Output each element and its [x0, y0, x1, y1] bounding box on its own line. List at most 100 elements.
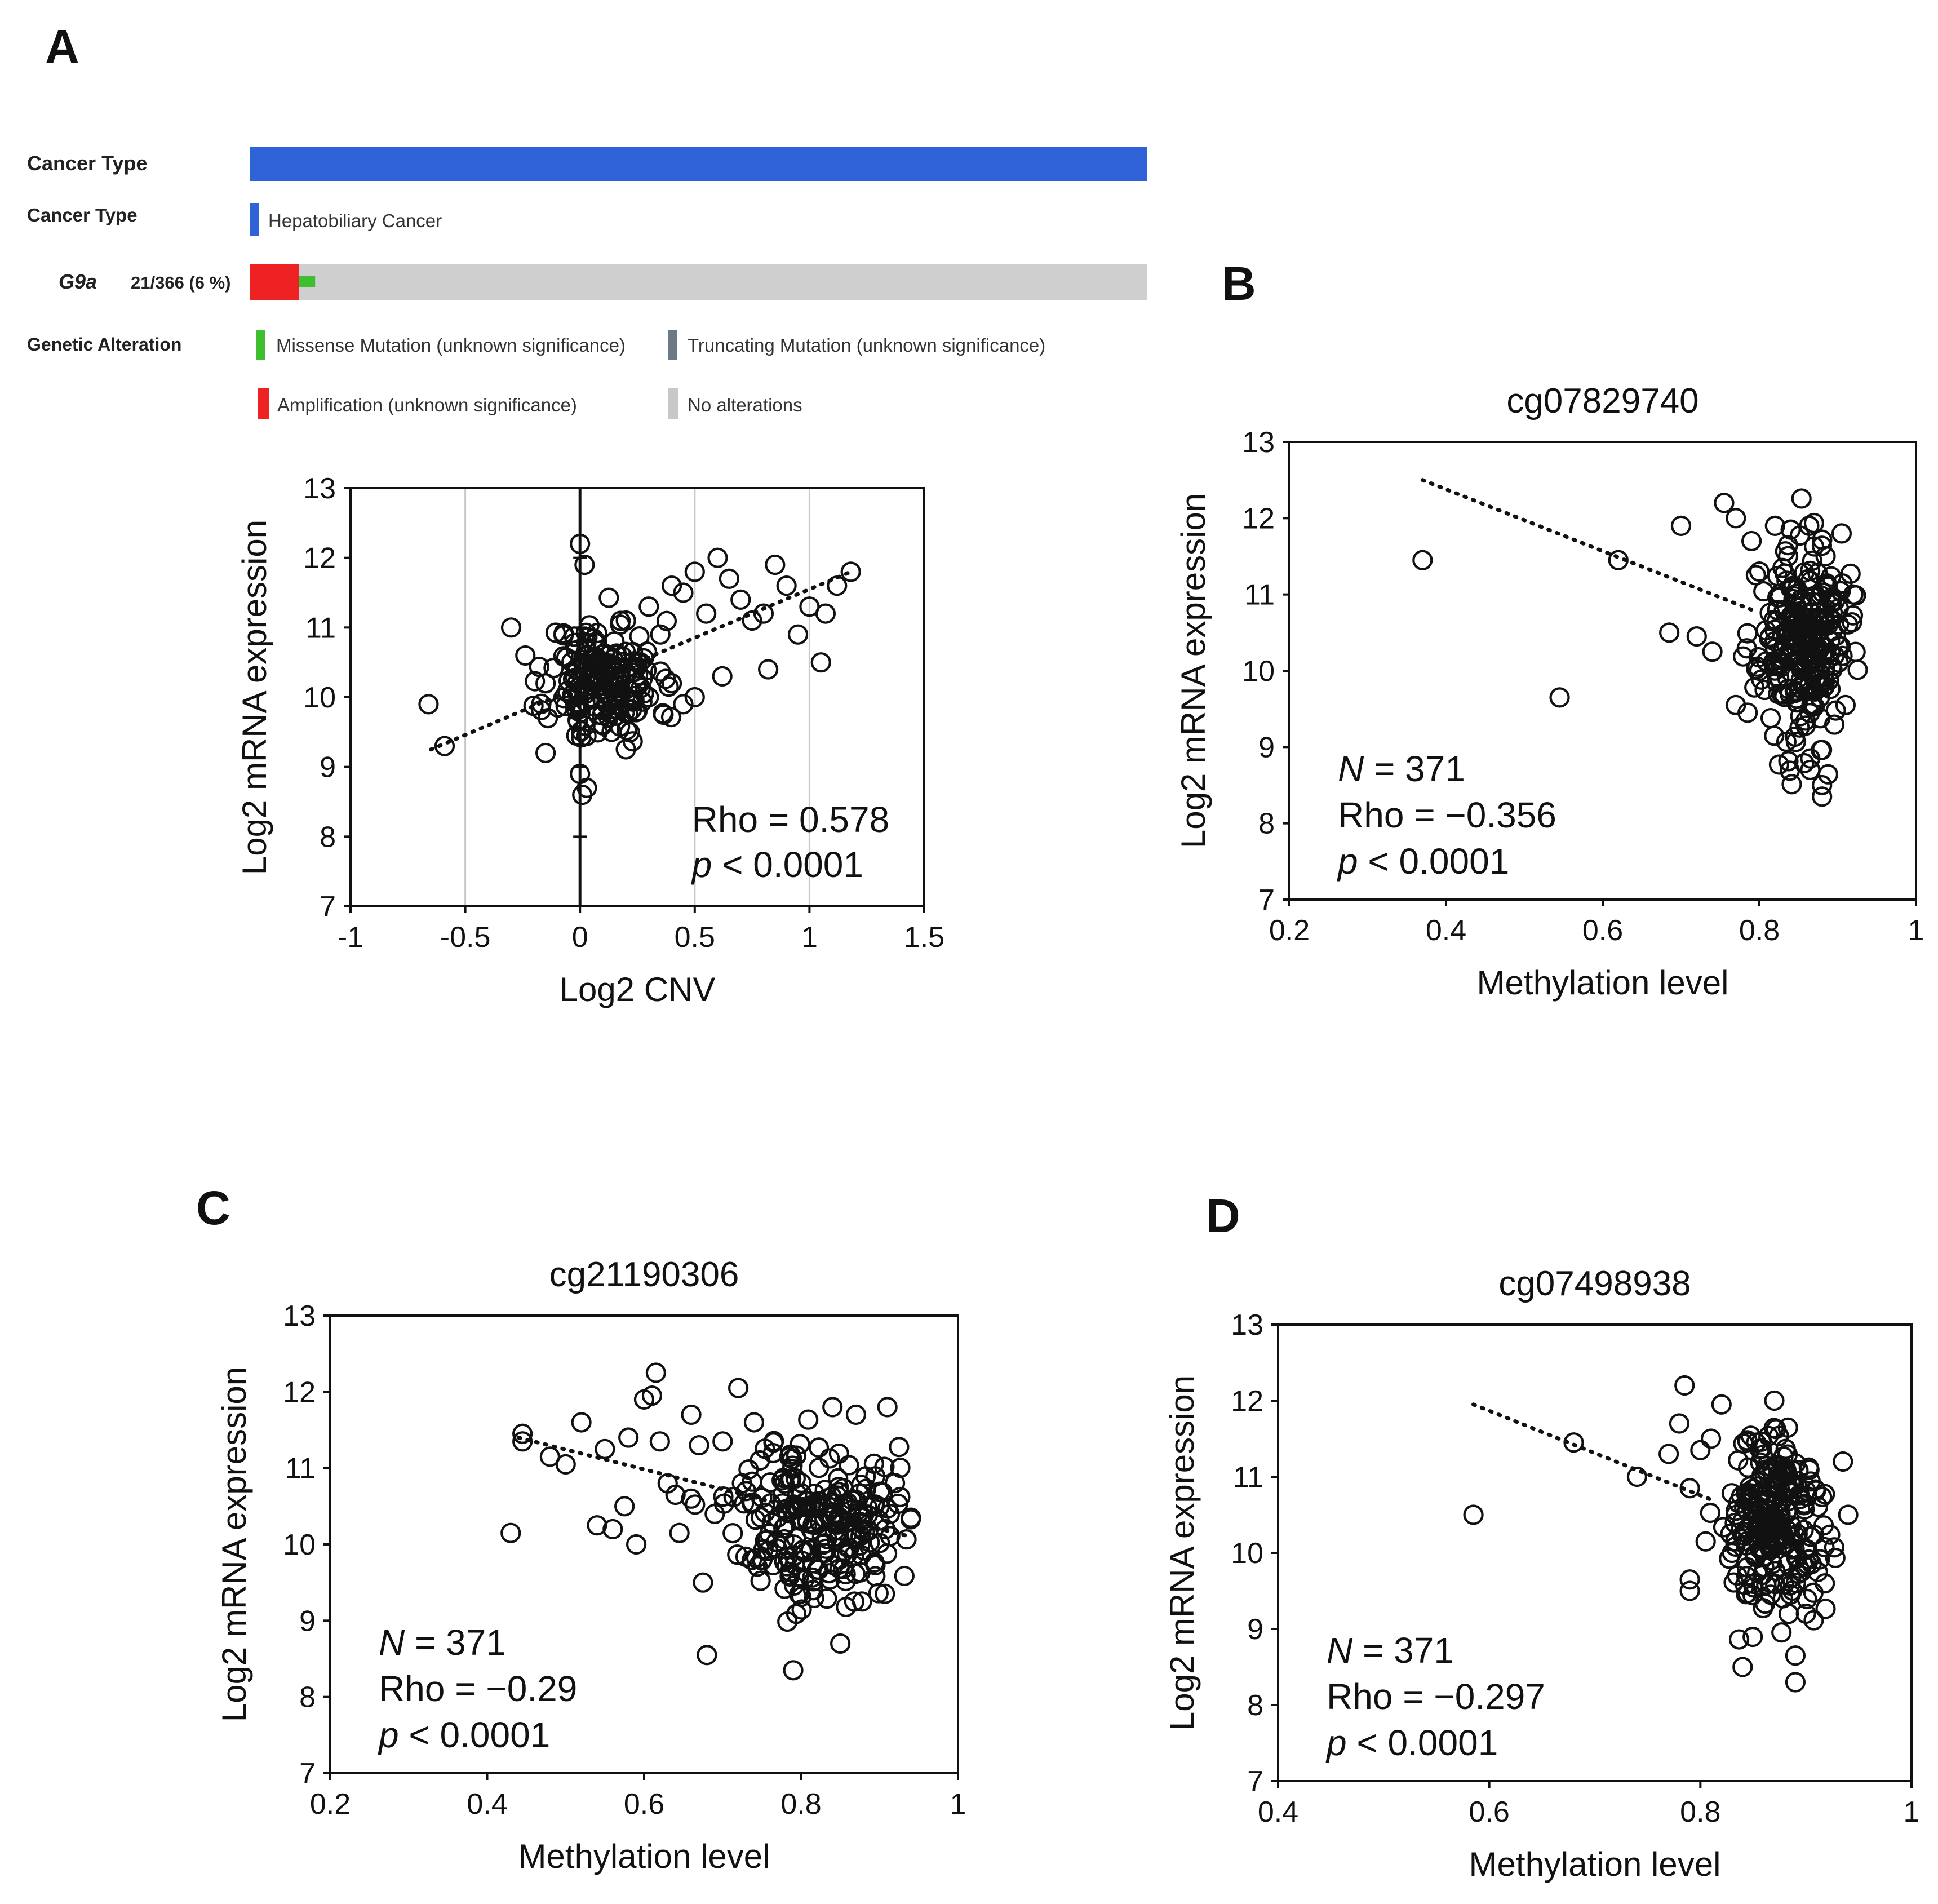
- y-tick-label: 11: [305, 612, 336, 644]
- data-point: [638, 596, 659, 617]
- data-point: [1787, 1524, 1808, 1544]
- data-point: [1802, 696, 1822, 717]
- data-point: [1760, 707, 1781, 729]
- legend-truncating-label: Truncating Mutation (unknown significanc…: [688, 335, 1045, 356]
- data-point: [661, 673, 682, 694]
- data-point: [531, 693, 552, 714]
- data-point: [713, 1486, 734, 1507]
- data-point: [828, 1443, 850, 1464]
- data-point: [829, 1526, 850, 1547]
- data-point: [1726, 508, 1746, 529]
- stat-n: N = 371: [1338, 749, 1465, 789]
- data-point: [1714, 493, 1735, 513]
- data-point: [828, 1476, 849, 1498]
- data-point: [742, 610, 762, 631]
- data-point: [626, 1534, 647, 1555]
- data-point: [713, 1493, 734, 1514]
- data-point: [1832, 645, 1853, 666]
- legend-missense: Missense Mutation (unknown significance): [256, 330, 626, 360]
- data-point: [1725, 1536, 1746, 1557]
- y-tick-label: 13: [1242, 426, 1275, 459]
- x-tick-label: 0.6: [1469, 1796, 1510, 1828]
- data-point: [900, 1509, 921, 1530]
- panel-label-d: D: [1206, 1189, 1240, 1242]
- data-point: [669, 1522, 690, 1543]
- stat-part: N: [1327, 1630, 1353, 1671]
- data-point: [1803, 536, 1825, 557]
- data-point: [791, 1472, 812, 1493]
- data-point: [1732, 1657, 1753, 1677]
- data-point: [750, 1570, 771, 1591]
- data-point: [650, 661, 671, 682]
- data-point: [1669, 1413, 1689, 1434]
- data-point: [1740, 1486, 1760, 1507]
- data-point: [1803, 1610, 1824, 1631]
- data-point: [1829, 614, 1850, 635]
- data-point: [1771, 1622, 1792, 1643]
- genetic-alteration-legend-title: Genetic Alteration: [27, 334, 181, 355]
- x-axis-title: Log2 CNV: [560, 971, 716, 1008]
- data-point: [1727, 1565, 1748, 1586]
- data-point: [765, 554, 786, 575]
- data-point: [777, 1611, 798, 1632]
- data-point: [660, 707, 682, 728]
- data-points: [1412, 488, 1868, 807]
- gene-name: G9a: [59, 270, 97, 293]
- data-point: [719, 568, 739, 589]
- data-point: [836, 1596, 857, 1618]
- data-point: [512, 1423, 533, 1444]
- x-tick-label: 1: [801, 921, 818, 954]
- data-point: [571, 1412, 592, 1433]
- data-point: [863, 1453, 884, 1475]
- data-point: [1711, 1394, 1732, 1415]
- data-point: [1741, 530, 1762, 552]
- data-point: [697, 1645, 717, 1666]
- gene-track-amplification: [250, 264, 299, 300]
- data-point: [1808, 607, 1829, 628]
- data-point: [1679, 1580, 1700, 1601]
- data-point: [1838, 1504, 1859, 1525]
- data-point: [1774, 1463, 1795, 1484]
- data-point: [1810, 633, 1831, 654]
- data-point: [575, 653, 596, 674]
- data-point: [804, 1587, 824, 1609]
- x-tick-label: 0: [572, 921, 588, 954]
- y-tick-label: 9: [299, 1605, 316, 1637]
- y-tick-label: 8: [320, 821, 336, 853]
- data-point: [555, 1454, 576, 1475]
- data-point: [673, 694, 694, 715]
- chart-title: cg07829740: [1506, 382, 1698, 420]
- data-point: [1737, 1430, 1758, 1451]
- data-point: [1825, 1547, 1846, 1569]
- data-point: [1791, 1561, 1812, 1582]
- x-tick-label: -1: [338, 921, 363, 954]
- y-tick-label: 12: [283, 1376, 316, 1409]
- data-point: [553, 625, 574, 646]
- gene-alteration-frequency: 21/366 (6 %): [131, 273, 231, 293]
- data-point: [751, 1550, 773, 1571]
- data-point: [822, 1397, 843, 1418]
- data-point: [1719, 1548, 1740, 1569]
- data-point: [868, 1583, 889, 1604]
- data-point: [681, 1404, 702, 1425]
- data-point: [1800, 1471, 1821, 1492]
- data-point: [840, 1500, 861, 1521]
- data-point: [774, 1578, 795, 1599]
- data-point: [1812, 740, 1833, 760]
- cancer-type-track: [250, 147, 1147, 181]
- y-tick-label: 9: [1258, 731, 1275, 764]
- data-point: [869, 1496, 890, 1517]
- y-tick-label: 9: [1247, 1613, 1263, 1646]
- data-point: [576, 777, 597, 798]
- data-point: [592, 699, 613, 721]
- data-point: [784, 1546, 805, 1566]
- data-point: [1777, 1491, 1799, 1512]
- data-point: [1804, 1524, 1825, 1546]
- data-point: [779, 1447, 800, 1468]
- data-point: [1777, 648, 1798, 668]
- x-axis-title: Methylation level: [1477, 964, 1729, 1002]
- data-point: [1785, 732, 1806, 752]
- stat-rho: Rho = −0.356: [1338, 795, 1556, 835]
- data-point: [1783, 575, 1804, 596]
- x-tick-label: 0.2: [1269, 914, 1310, 947]
